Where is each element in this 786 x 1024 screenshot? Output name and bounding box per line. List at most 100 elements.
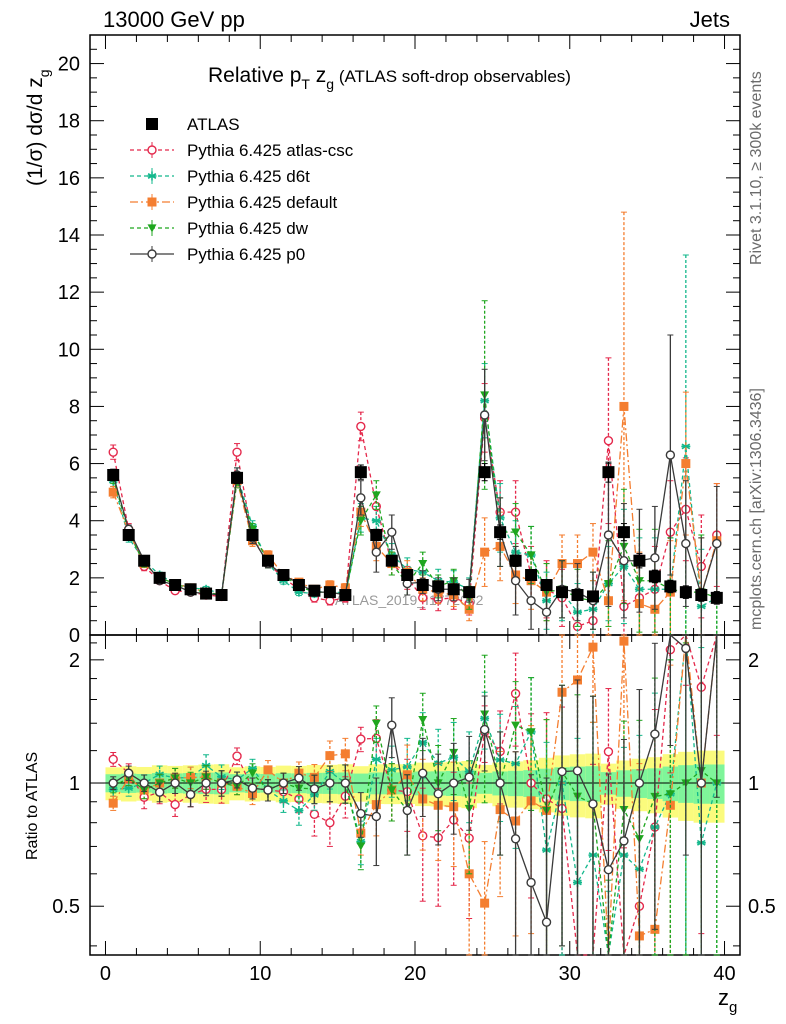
ratio-point bbox=[526, 728, 536, 737]
ratio-point bbox=[170, 778, 180, 788]
legend-marker bbox=[146, 118, 158, 130]
ratio-panel-frame: 0.5 0.51 12 20 10 20 30 40 bbox=[52, 634, 776, 985]
ratio-series-line bbox=[112, 713, 718, 956]
ratio-tick-label: 2 bbox=[69, 650, 80, 672]
data-point bbox=[325, 580, 335, 590]
data-point bbox=[292, 579, 305, 591]
data-point bbox=[354, 466, 367, 479]
data-point bbox=[108, 447, 118, 457]
main-ylabel: (1/σ) dσ/d zg bbox=[24, 69, 52, 186]
xlabel-text: z bbox=[718, 985, 729, 1010]
data-point bbox=[619, 556, 629, 566]
ratio-point bbox=[387, 720, 397, 730]
ratio-series-5 bbox=[108, 633, 720, 956]
data-point bbox=[586, 590, 599, 603]
ratio-point bbox=[681, 643, 691, 654]
ratio-panel-series bbox=[108, 633, 722, 956]
ratio-point bbox=[263, 785, 273, 795]
ratio-point bbox=[356, 808, 366, 819]
data-point bbox=[681, 459, 691, 469]
ratio-point bbox=[448, 778, 459, 788]
data-point bbox=[526, 551, 536, 560]
data-point bbox=[308, 584, 321, 597]
data-point bbox=[371, 516, 381, 526]
ratio-point bbox=[402, 805, 412, 816]
data-point bbox=[525, 569, 538, 581]
data-point bbox=[494, 526, 507, 539]
x-tick-label: 30 bbox=[559, 963, 581, 985]
data-point bbox=[153, 571, 166, 584]
ratio-point bbox=[247, 783, 258, 793]
ratio-point bbox=[232, 775, 242, 785]
ratio-point bbox=[480, 898, 490, 908]
legend-label: ATLAS bbox=[187, 115, 240, 134]
ratio-point bbox=[418, 716, 428, 725]
data-point bbox=[215, 589, 228, 601]
data-point bbox=[371, 491, 381, 500]
data-point bbox=[603, 530, 614, 540]
data-point bbox=[603, 436, 614, 446]
legend-label: Pythia 6.425 p0 bbox=[187, 245, 305, 264]
series-line bbox=[112, 394, 718, 602]
data-point bbox=[356, 421, 366, 432]
data-point bbox=[340, 583, 350, 593]
main-panel-frame: 0 2 4 6 8 10 12 14 16 18 20 bbox=[58, 34, 741, 647]
title-main: Relative p bbox=[208, 64, 301, 87]
ratio-point bbox=[185, 789, 196, 800]
series-line bbox=[112, 400, 718, 613]
y-tick-label: 6 bbox=[69, 454, 80, 476]
process-label: Jets bbox=[690, 7, 730, 32]
data-point bbox=[664, 580, 677, 593]
data-point bbox=[200, 587, 213, 600]
ratio-tick-label-right: 2 bbox=[748, 650, 759, 672]
ratio-band-inner bbox=[662, 766, 679, 802]
y-tick-label: 16 bbox=[58, 168, 80, 190]
data-point bbox=[277, 569, 290, 581]
data-point bbox=[447, 583, 460, 596]
y-tick-label: 8 bbox=[69, 396, 80, 418]
data-point bbox=[261, 554, 274, 567]
data-point bbox=[231, 471, 244, 484]
watermark: ATLAS_2019_I1772062 bbox=[335, 592, 484, 608]
legend-entry: Pythia 6.425 dw bbox=[130, 219, 309, 238]
legend: ATLAS Pythia 6.425 atlas-csc Pythia 6.425 … bbox=[130, 115, 354, 264]
ratio-point bbox=[356, 734, 366, 744]
ratio-point bbox=[464, 772, 474, 782]
ratio-point bbox=[139, 778, 149, 788]
data-point bbox=[246, 529, 259, 541]
ratio-point bbox=[309, 809, 320, 819]
data-point bbox=[418, 559, 428, 569]
data-point bbox=[681, 538, 691, 549]
ratio-point bbox=[588, 642, 598, 652]
data-point bbox=[712, 538, 722, 549]
data-point bbox=[648, 570, 661, 583]
data-point bbox=[633, 554, 646, 567]
legend-entry: Pythia 6.425 d6t bbox=[130, 167, 310, 186]
data-point bbox=[371, 547, 382, 557]
legend-entry: Pythia 6.425 atlas-csc bbox=[130, 141, 354, 160]
ratio-point bbox=[294, 805, 304, 815]
series-2 bbox=[108, 254, 722, 636]
ratio-point bbox=[495, 778, 505, 788]
ratio-point bbox=[154, 787, 165, 797]
ratio-point bbox=[123, 768, 134, 778]
ratio-point bbox=[588, 799, 598, 809]
y-tick-label: 0 bbox=[69, 625, 80, 647]
ratio-point bbox=[619, 836, 629, 846]
ratio-series-line bbox=[112, 633, 718, 956]
title-sub2: g bbox=[326, 76, 334, 92]
data-point bbox=[432, 580, 445, 593]
legend-entry: Pythia 6.425 default bbox=[130, 193, 338, 212]
series-0 bbox=[107, 461, 723, 605]
data-point bbox=[463, 586, 476, 599]
ratio-point bbox=[325, 817, 335, 828]
ratio-tick-label: 0.5 bbox=[52, 896, 80, 918]
data-point bbox=[107, 469, 120, 481]
ratio-point bbox=[557, 766, 567, 777]
data-point bbox=[619, 401, 629, 411]
y-tick-label: 20 bbox=[58, 54, 80, 76]
title-sub1: T bbox=[301, 76, 310, 92]
data-point bbox=[184, 583, 197, 596]
data-point bbox=[510, 576, 521, 586]
